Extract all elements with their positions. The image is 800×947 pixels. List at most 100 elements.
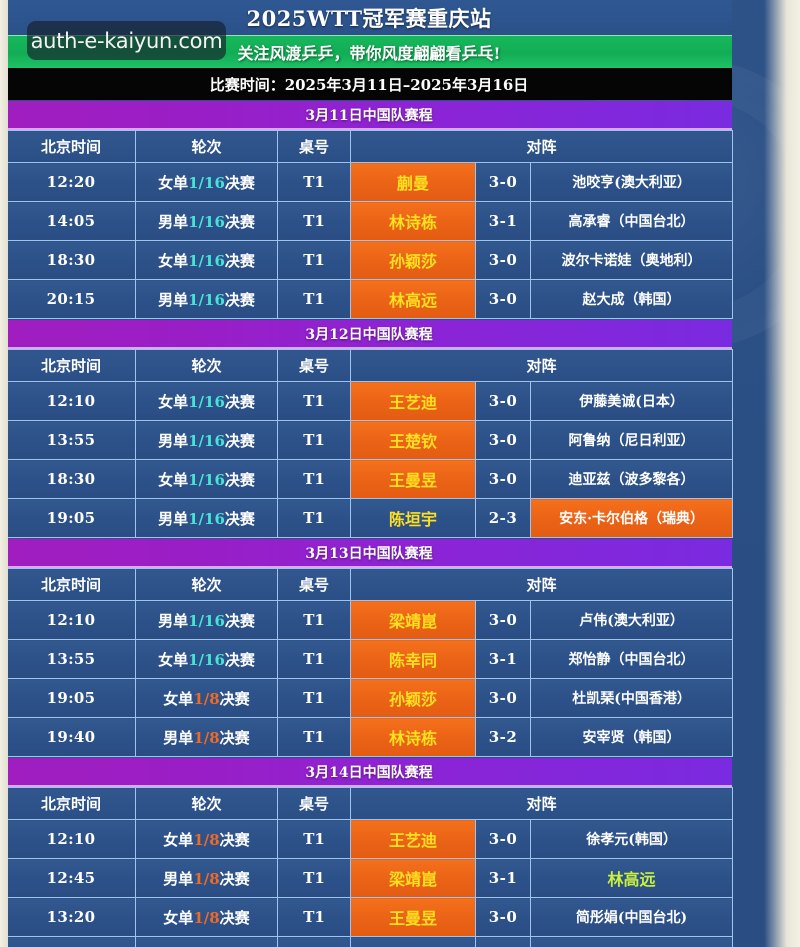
cell-opponent: 申裕斌（韩国）: [529, 936, 734, 947]
cell-player: 陈垣宇: [350, 498, 476, 538]
cell-opponent-winner: 安东·卡尔伯格（瑞典）: [529, 498, 734, 538]
cell-opponent: 林高远: [529, 858, 734, 898]
table-row: 13:55 男单1/16决赛 T1 王楚钦 3-0 阿鲁纳（尼日利亚）: [6, 420, 734, 460]
cell-round: 男单1/16决赛: [135, 420, 278, 460]
round-event: 女单: [163, 830, 194, 849]
cell-score: 3-0: [475, 459, 531, 499]
round-event: 男单: [158, 431, 189, 450]
round-fraction: 1/16: [188, 392, 225, 411]
column-header-round: 轮次: [135, 130, 278, 163]
day-section: 3月11日中国队赛程 北京时间 轮次 桌号 对阵 12:20 女单1/16决赛 T1 蒯曼 3-0…: [6, 101, 734, 319]
cell-score: 3-0: [475, 819, 531, 859]
date-range-bar: 比赛时间：2025年3月11日–2025年3月16日: [6, 68, 732, 100]
table-row: 19:40 男单1/8决赛 T1 林诗栋 3-2 安宰贤（韩国）: [6, 717, 734, 757]
table-row: 13:20 女单1/8决赛 T1 王曼昱 3-0 简彤娟(中国台北): [6, 897, 734, 937]
cell-score: 3-1: [475, 639, 531, 679]
cell-player-winner: 林高远: [350, 279, 476, 319]
cell-player: 陈幸同: [350, 936, 476, 947]
cell-table-number: T1: [277, 897, 351, 937]
table-header-row: 北京时间 轮次 桌号 对阵: [6, 130, 734, 163]
cell-opponent: 高承睿（中国台北）: [529, 201, 734, 241]
cell-round: 女单1/8决赛: [135, 897, 278, 937]
cell-round: 男单1/8决赛: [135, 858, 278, 898]
day-section: 3月12日中国队赛程 北京时间 轮次 桌号 对阵 12:10 女单1/16决赛 T1 王艺迪 3-…: [6, 320, 734, 538]
column-header-round: 轮次: [135, 787, 278, 820]
cell-time: 13:20: [6, 897, 136, 937]
day-header-label: 3月13日中国队赛程: [305, 545, 433, 562]
round-stage: 决赛: [224, 212, 255, 231]
round-fraction: 1/16: [188, 650, 225, 669]
schedule-table: 北京时间 轮次 桌号 对阵 12:10 女单1/16决赛 T1 王艺迪 3-0 伊藤美诚(日本） 1…: [6, 349, 734, 538]
paper-edge-right: [740, 0, 800, 947]
round-event: 女单: [158, 470, 189, 489]
table-row: 13:55 女单1/16决赛 T1 陈幸同 3-1 郑怡静（中国台北）: [6, 639, 734, 679]
table-row: 12:20 女单1/16决赛 T1 蒯曼 3-0 池咬亨(澳大利亚）: [6, 162, 734, 202]
round-stage: 决赛: [219, 689, 250, 708]
cell-time: 12:20: [6, 162, 136, 202]
cell-time: 19:40: [6, 717, 136, 757]
column-header-table-no: 桌号: [277, 130, 351, 163]
cell-table-number: T1: [277, 420, 351, 460]
column-header-round: 轮次: [135, 349, 278, 382]
cell-player-winner: 王楚钦: [350, 420, 476, 460]
cell-round: 女单1/8决赛: [135, 678, 278, 718]
column-header-table-no: 桌号: [277, 787, 351, 820]
round-stage: 决赛: [224, 173, 255, 192]
poster-content: 2025WTT冠军赛重庆站 关注风渡乒乒，带你风度翩翩看乒乓! 比赛时间：202…: [6, 0, 734, 947]
round-fraction: 1/16: [188, 431, 225, 450]
column-header-round: 轮次: [135, 568, 278, 601]
cell-round: 女单1/16决赛: [135, 162, 278, 202]
day-header: 3月14日中国队赛程: [6, 758, 732, 787]
cell-player-winner: 蒯曼: [350, 162, 476, 202]
cell-opponent: 迪亚兹（波多黎各）: [529, 459, 734, 499]
cell-score: 3-0: [475, 162, 531, 202]
column-header-time: 北京时间: [6, 349, 136, 382]
cell-round: 男单1/16决赛: [135, 498, 278, 538]
cell-time: 13:55: [6, 639, 136, 679]
cell-round: 女单1/16决赛: [135, 459, 278, 499]
round-stage: 决赛: [219, 830, 250, 849]
cell-score: 2-3: [475, 498, 531, 538]
cell-player-winner: 梁靖崑: [350, 858, 476, 898]
cell-opponent: 伊藤美诚(日本）: [529, 381, 734, 421]
round-stage: 决赛: [224, 431, 255, 450]
cell-round: 男单1/16决赛: [135, 279, 278, 319]
table-row: 18:30 女单1/16决赛 T1 孙颖莎 3-0 波尔卡诺娃（奥地利）: [6, 240, 734, 280]
cell-opponent: 郑怡静（中国台北）: [529, 639, 734, 679]
cell-opponent: 池咬亨(澳大利亚）: [529, 162, 734, 202]
table-row: 18:30 女单1/16决赛 T1 王曼昱 3-0 迪亚兹（波多黎各）: [6, 459, 734, 499]
cell-round: 男单1/16决赛: [135, 600, 278, 640]
column-header-time: 北京时间: [6, 787, 136, 820]
round-fraction: 1/8: [193, 728, 220, 747]
cell-time: 13:55: [6, 420, 136, 460]
round-stage: 决赛: [224, 509, 255, 528]
cell-table-number: T1: [277, 819, 351, 859]
cell-table-number: T1: [277, 639, 351, 679]
cell-player-winner: 王艺迪: [350, 819, 476, 859]
column-header-matchup: 对阵: [349, 130, 734, 163]
round-event: 女单: [158, 392, 189, 411]
page-title: 2025WTT冠军赛重庆站: [246, 5, 492, 31]
cell-time: 19:05: [6, 678, 136, 718]
round-fraction: 1/8: [193, 830, 220, 849]
cell-player-winner: 王艺迪: [350, 381, 476, 421]
day-section: 3月14日中国队赛程 北京时间 轮次 桌号 对阵 12:10 女单1/8决赛 T1 王艺迪 3-0…: [6, 758, 734, 947]
round-event: 女单: [158, 251, 189, 270]
cell-round: 女单1/16决赛: [135, 381, 278, 421]
table-row: 14:05 男单1/16决赛 T1 林诗栋 3-1 高承睿（中国台北）: [6, 201, 734, 241]
table-row: 12:10 男单1/16决赛 T1 梁靖崑 3-0 卢伟(澳大利亚）: [6, 600, 734, 640]
round-fraction: 1/16: [188, 290, 225, 309]
cell-score: 3-0: [475, 240, 531, 280]
round-event: 女单: [163, 908, 194, 927]
slogan-text: 关注风渡乒乒，带你风度翩翩看乒乓!: [237, 44, 501, 63]
cell-time: 12:10: [6, 600, 136, 640]
round-stage: 决赛: [224, 470, 255, 489]
day-sections: 3月11日中国队赛程 北京时间 轮次 桌号 对阵 12:20 女单1/16决赛 T1 蒯曼 3-0…: [6, 101, 734, 947]
cell-table-number: T1: [277, 717, 351, 757]
cell-time: 14:05: [6, 201, 136, 241]
table-header-row: 北京时间 轮次 桌号 对阵: [6, 787, 734, 820]
cell-table-number: T1: [277, 279, 351, 319]
cell-round: 男单1/8决赛: [135, 717, 278, 757]
column-header-matchup: 对阵: [349, 787, 734, 820]
